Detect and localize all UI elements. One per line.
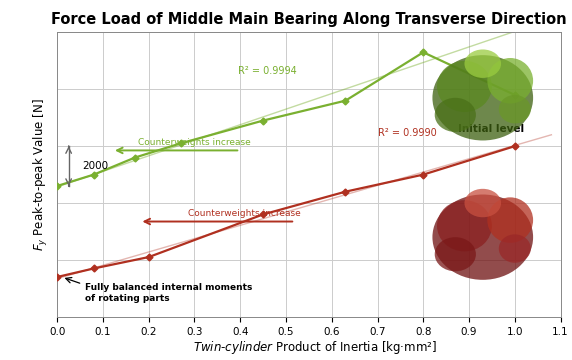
Ellipse shape bbox=[437, 61, 492, 112]
Ellipse shape bbox=[435, 98, 476, 132]
Ellipse shape bbox=[499, 234, 531, 263]
Ellipse shape bbox=[432, 55, 533, 140]
Text: R² = 0.9994: R² = 0.9994 bbox=[238, 67, 297, 76]
Ellipse shape bbox=[437, 200, 492, 251]
Ellipse shape bbox=[464, 49, 501, 78]
Title: Force Load of Middle Main Bearing Along Transverse Direction: Force Load of Middle Main Bearing Along … bbox=[51, 12, 567, 27]
Text: Initial level: Initial level bbox=[458, 124, 524, 134]
Text: Fully balanced internal moments
of rotating parts: Fully balanced internal moments of rotat… bbox=[85, 283, 252, 302]
Ellipse shape bbox=[432, 194, 533, 280]
Ellipse shape bbox=[435, 237, 476, 271]
Text: $\it{Twin}$-$\it{cylinder}$ Product of Inertia [kg·mm²]: $\it{Twin}$-$\it{cylinder}$ Product of I… bbox=[193, 339, 436, 356]
Text: Counterweights increase: Counterweights increase bbox=[138, 138, 251, 147]
Text: Counterweights increase: Counterweights increase bbox=[188, 209, 301, 218]
Ellipse shape bbox=[499, 95, 531, 123]
Ellipse shape bbox=[487, 197, 533, 243]
Ellipse shape bbox=[464, 189, 501, 217]
Text: R² = 0.9990: R² = 0.9990 bbox=[378, 128, 436, 138]
Ellipse shape bbox=[487, 58, 533, 104]
Text: 2000: 2000 bbox=[82, 161, 109, 171]
Y-axis label: $F_y$ Peak-to-peak Value [N]: $F_y$ Peak-to-peak Value [N] bbox=[31, 98, 50, 251]
Bar bbox=[416, 44, 554, 169]
